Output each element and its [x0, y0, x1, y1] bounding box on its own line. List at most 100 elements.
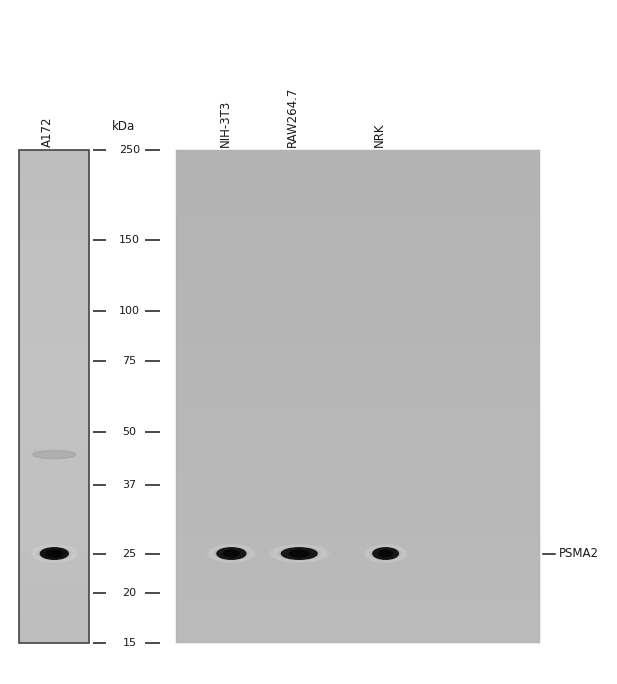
- Bar: [19, 153, 89, 155]
- Bar: [19, 443, 89, 446]
- Ellipse shape: [278, 547, 320, 560]
- Bar: [176, 170, 540, 172]
- Bar: [176, 478, 540, 480]
- Bar: [176, 384, 540, 387]
- Bar: [176, 406, 540, 409]
- Bar: [19, 254, 89, 256]
- Bar: [19, 603, 89, 606]
- Bar: [19, 150, 89, 153]
- Bar: [176, 523, 540, 525]
- Bar: [19, 241, 89, 244]
- Bar: [19, 311, 89, 313]
- Bar: [176, 350, 540, 352]
- Bar: [19, 631, 89, 633]
- Bar: [176, 205, 540, 207]
- Bar: [176, 579, 540, 581]
- Bar: [176, 318, 540, 320]
- Bar: [176, 456, 540, 458]
- Bar: [176, 443, 540, 446]
- Bar: [19, 564, 89, 566]
- Bar: [176, 449, 540, 451]
- Ellipse shape: [214, 547, 249, 560]
- Ellipse shape: [378, 551, 394, 557]
- Bar: [19, 367, 89, 369]
- Bar: [19, 581, 89, 584]
- Bar: [19, 281, 89, 283]
- Bar: [19, 363, 89, 365]
- Bar: [176, 453, 540, 456]
- Bar: [176, 293, 540, 295]
- Bar: [176, 397, 540, 399]
- Bar: [176, 436, 540, 438]
- Bar: [176, 313, 540, 315]
- Bar: [19, 609, 89, 611]
- Text: 50: 50: [123, 428, 136, 437]
- Ellipse shape: [367, 546, 404, 561]
- Bar: [176, 252, 540, 254]
- Bar: [19, 340, 89, 343]
- Ellipse shape: [284, 549, 315, 558]
- Ellipse shape: [274, 546, 325, 561]
- Bar: [176, 483, 540, 486]
- Bar: [19, 286, 89, 289]
- Text: 150: 150: [119, 235, 140, 245]
- Bar: [176, 190, 540, 192]
- Bar: [19, 449, 89, 451]
- Bar: [176, 347, 540, 350]
- Bar: [19, 180, 89, 183]
- Bar: [176, 195, 540, 197]
- Ellipse shape: [288, 550, 311, 557]
- Bar: [176, 357, 540, 360]
- Bar: [19, 535, 89, 537]
- Bar: [176, 232, 540, 234]
- Bar: [19, 424, 89, 426]
- Bar: [176, 301, 540, 303]
- Bar: [176, 424, 540, 426]
- Bar: [176, 495, 540, 498]
- Bar: [176, 281, 540, 283]
- Bar: [19, 212, 89, 215]
- Bar: [19, 155, 89, 158]
- Bar: [19, 488, 89, 490]
- Bar: [176, 508, 540, 510]
- Bar: [176, 320, 540, 323]
- Bar: [176, 215, 540, 217]
- Bar: [19, 384, 89, 387]
- Bar: [176, 266, 540, 269]
- Bar: [19, 320, 89, 323]
- Bar: [19, 209, 89, 212]
- Bar: [19, 301, 89, 303]
- Bar: [19, 569, 89, 572]
- Bar: [19, 382, 89, 384]
- Bar: [176, 241, 540, 244]
- Ellipse shape: [47, 550, 62, 557]
- Bar: [19, 596, 89, 598]
- Bar: [176, 500, 540, 503]
- Bar: [176, 150, 540, 643]
- Bar: [19, 380, 89, 382]
- Bar: [19, 246, 89, 249]
- Bar: [19, 626, 89, 628]
- Text: A172: A172: [41, 116, 54, 147]
- Ellipse shape: [220, 549, 243, 557]
- Bar: [19, 244, 89, 246]
- Ellipse shape: [221, 550, 242, 557]
- Ellipse shape: [281, 548, 317, 560]
- Bar: [19, 387, 89, 389]
- Bar: [19, 200, 89, 202]
- Text: 25: 25: [123, 549, 136, 559]
- Bar: [19, 389, 89, 392]
- Bar: [176, 409, 540, 412]
- Bar: [19, 357, 89, 360]
- Bar: [19, 269, 89, 271]
- Bar: [19, 614, 89, 616]
- Bar: [176, 480, 540, 483]
- Bar: [176, 237, 540, 239]
- Bar: [176, 355, 540, 357]
- Bar: [19, 611, 89, 614]
- Bar: [176, 345, 540, 347]
- Bar: [176, 335, 540, 338]
- Bar: [19, 332, 89, 335]
- Bar: [176, 387, 540, 389]
- Text: 250: 250: [119, 146, 140, 155]
